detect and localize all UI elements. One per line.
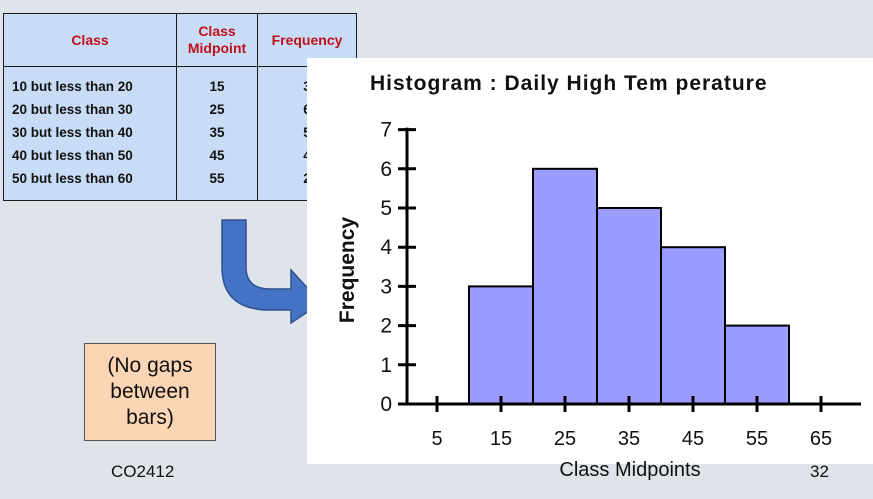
cell-frequency: 3 (258, 67, 357, 99)
x-tick-label: 55 (746, 428, 768, 450)
x-tick-label: 65 (810, 428, 832, 450)
y-tick-label: 1 (380, 354, 392, 377)
cell-midpoint: 45 (176, 144, 258, 167)
x-ticks-group: 5 15 25 35 45 55 65 (431, 396, 832, 450)
table-row: 30 but less than 40 35 5 (3, 121, 357, 144)
x-tick-label: 45 (682, 428, 704, 450)
cell-class: 20 but less than 30 (3, 98, 177, 121)
cell-class: 50 but less than 60 (3, 167, 177, 201)
curved-arrow-icon (221, 219, 323, 325)
cell-midpoint: 25 (176, 98, 258, 121)
histogram-bar (532, 167, 598, 405)
y-tick-label: 5 (380, 197, 392, 220)
cell-class: 40 but less than 50 (3, 144, 177, 167)
cell-frequency: 5 (258, 121, 357, 144)
x-axis-label: Class Midpoints (559, 459, 700, 481)
table-header-row: Class Class Midpoint Frequency (3, 13, 357, 67)
header-midpoint: Class Midpoint (176, 13, 258, 67)
x-tick-label: 15 (490, 428, 512, 450)
y-tick-label: 7 (380, 119, 392, 142)
page-number: 32 (810, 462, 829, 481)
cell-class: 30 but less than 40 (3, 121, 177, 144)
note-box: (No gaps between bars) (84, 343, 216, 441)
y-tick-label: 4 (380, 236, 392, 259)
header-midpoint-line2: Midpoint (187, 40, 247, 56)
table-row: 40 but less than 50 45 4 (3, 144, 357, 167)
chart-title: Histogram : Daily High Tem perature (370, 72, 768, 95)
bars-group (468, 167, 790, 406)
curved-arrow-shape (221, 219, 323, 325)
note-text: (No gaps between bars) (107, 354, 193, 429)
x-tick-label: 5 (431, 428, 442, 450)
y-ticks-group: 0 1 2 3 4 5 6 7 (380, 119, 416, 416)
header-class: Class (3, 13, 177, 67)
x-tick-label: 25 (554, 428, 576, 450)
header-midpoint-line1: Class (198, 23, 236, 39)
histogram-bar (660, 246, 726, 405)
cell-class: 10 but less than 20 (3, 66, 177, 98)
frequency-table: Class Class Midpoint Frequency 10 but le… (3, 13, 357, 201)
y-tick-label: 3 (380, 275, 392, 298)
course-code: CO2412 (111, 462, 175, 481)
y-tick-label: 2 (380, 315, 392, 338)
cell-frequency: 2 (258, 167, 357, 201)
table-row: 50 but less than 60 55 2 (3, 167, 357, 201)
histogram-bar (596, 207, 662, 405)
y-tick-label: 0 (380, 393, 392, 416)
cell-midpoint: 35 (176, 121, 258, 144)
table-row: 10 but less than 20 15 3 (3, 66, 357, 99)
cell-midpoint: 55 (176, 167, 258, 201)
histogram-bar (724, 324, 790, 406)
histogram-bar (468, 285, 534, 405)
y-axis-label: Frequency (336, 217, 359, 324)
cell-frequency: 4 (258, 144, 357, 167)
cell-frequency: 6 (258, 98, 357, 121)
table-row: 20 but less than 30 25 6 (3, 98, 357, 121)
x-tick-label: 35 (618, 428, 640, 450)
cell-midpoint: 15 (176, 66, 258, 98)
y-tick-label: 6 (380, 158, 392, 181)
